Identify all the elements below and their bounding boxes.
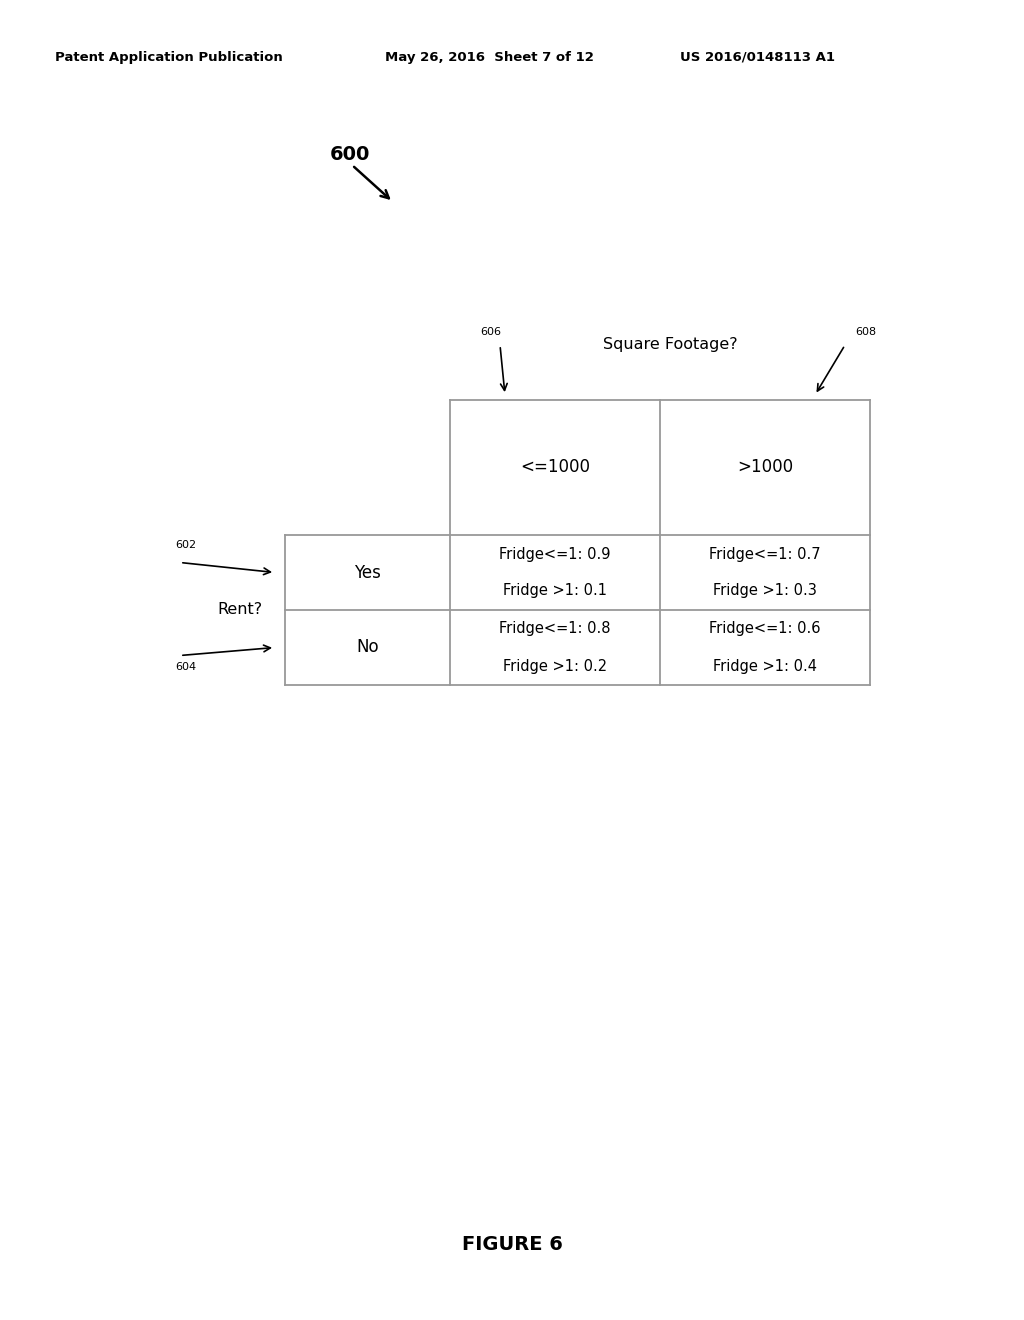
Text: Fridge<=1: 0.6: Fridge<=1: 0.6 xyxy=(710,622,821,636)
Text: 600: 600 xyxy=(330,145,371,165)
Text: <=1000: <=1000 xyxy=(520,458,590,477)
Text: 602: 602 xyxy=(175,540,197,550)
Text: Fridge<=1: 0.8: Fridge<=1: 0.8 xyxy=(500,622,610,636)
Text: Square Footage?: Square Footage? xyxy=(603,338,737,352)
Text: Fridge<=1: 0.7: Fridge<=1: 0.7 xyxy=(710,546,821,561)
Text: No: No xyxy=(356,639,379,656)
Text: 608: 608 xyxy=(855,327,877,337)
Text: Fridge<=1: 0.9: Fridge<=1: 0.9 xyxy=(500,546,610,561)
Text: Yes: Yes xyxy=(354,564,381,582)
Text: Fridge >1: 0.3: Fridge >1: 0.3 xyxy=(713,583,817,598)
Text: Fridge >1: 0.4: Fridge >1: 0.4 xyxy=(713,659,817,673)
Text: Patent Application Publication: Patent Application Publication xyxy=(55,50,283,63)
Text: Fridge >1: 0.2: Fridge >1: 0.2 xyxy=(503,659,607,673)
Text: May 26, 2016  Sheet 7 of 12: May 26, 2016 Sheet 7 of 12 xyxy=(385,50,594,63)
Text: Fridge >1: 0.1: Fridge >1: 0.1 xyxy=(503,583,607,598)
Text: >1000: >1000 xyxy=(737,458,793,477)
Text: US 2016/0148113 A1: US 2016/0148113 A1 xyxy=(680,50,835,63)
Text: Rent?: Rent? xyxy=(217,602,262,618)
Text: 606: 606 xyxy=(480,327,501,337)
Text: 604: 604 xyxy=(175,663,197,672)
Text: FIGURE 6: FIGURE 6 xyxy=(462,1236,562,1254)
